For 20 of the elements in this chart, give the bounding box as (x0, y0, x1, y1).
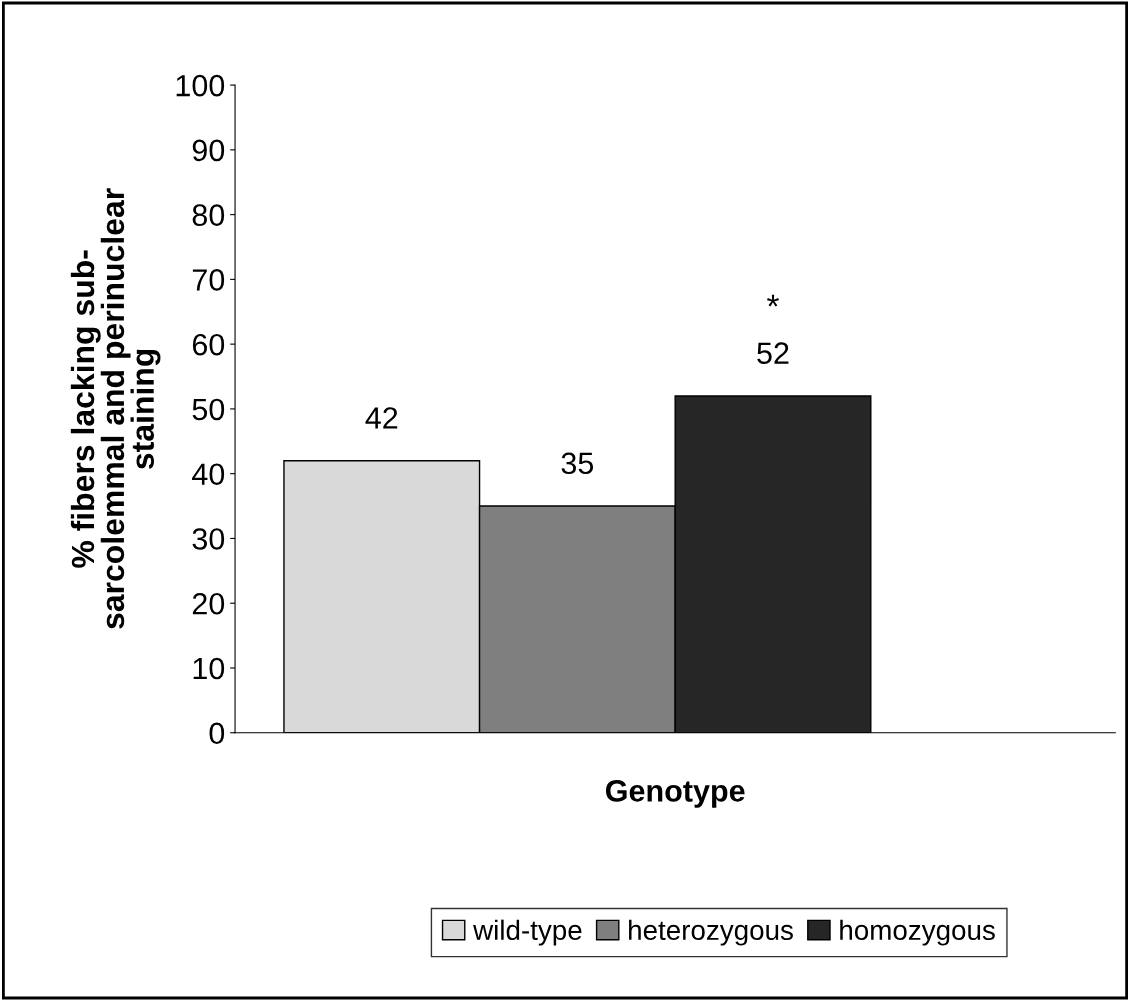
y-tick-label: 20 (192, 592, 225, 615)
y-tick-label: 0 (209, 722, 225, 745)
y-tick-label: 50 (192, 398, 225, 421)
legend-label: heterozygous (629, 919, 793, 946)
legend-label: homozygous (840, 919, 995, 946)
y-tick-label: 100 (176, 74, 225, 97)
y-tick-label: 70 (192, 269, 225, 291)
y-tick-label: 90 (192, 139, 225, 162)
data-label: 35 (561, 452, 594, 475)
legend-label: wild-type (473, 919, 582, 946)
y-tick-label: 30 (192, 528, 225, 550)
y-axis-title: % fibers lacking sub- sarcolemmal and perinuclear staining (70, 188, 161, 629)
data-label: 52 (757, 342, 789, 365)
y-tick-label: 80 (192, 204, 225, 226)
annotation: * (767, 294, 779, 307)
y-tick-label: 40 (192, 463, 225, 486)
x-axis-title: Genotype (605, 780, 745, 808)
y-tick-label: 60 (192, 333, 225, 356)
data-label: 42 (365, 407, 398, 429)
y-tick-label: 10 (193, 657, 225, 680)
